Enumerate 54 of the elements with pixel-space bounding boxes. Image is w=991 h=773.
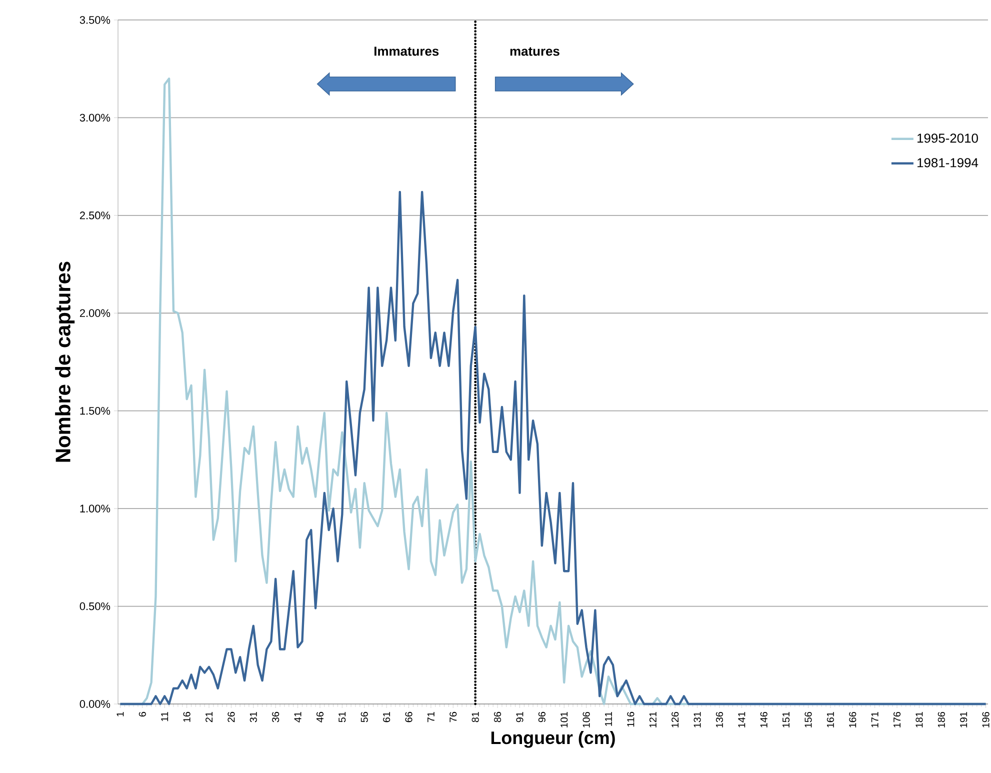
legend-label: 1981-1994 <box>918 158 978 168</box>
x-tick-label: 56 <box>360 712 368 722</box>
y-tick-label: 0.50% <box>80 602 110 610</box>
x-tick-label: 186 <box>938 712 945 728</box>
x-tick-label: 41 <box>294 712 302 722</box>
y-tick-label: 2.00% <box>80 309 110 318</box>
legend-label: 1995-2010 <box>918 134 978 143</box>
x-tick-label: 176 <box>893 712 901 728</box>
x-tick-label: 126 <box>672 712 679 728</box>
x-tick-label: 191 <box>960 712 968 728</box>
x-tick-label: 46 <box>316 712 324 722</box>
x-tick-label: 106 <box>582 712 590 728</box>
x-tick-label: 21 <box>206 712 212 722</box>
x-tick-label: 16 <box>183 712 190 722</box>
y-tick-label: 2.50% <box>80 212 110 220</box>
y-tick-label: 1.00% <box>80 504 110 512</box>
x-axis-title: Longueur (cm) <box>491 730 615 748</box>
x-tick-label: 86 <box>494 712 502 722</box>
y-tick-label: 3.00% <box>80 114 110 122</box>
x-tick-label: 171 <box>871 712 878 728</box>
x-tick-label: 101 <box>560 712 568 728</box>
x-tick-label: 166 <box>849 712 856 728</box>
annotation: matures <box>510 47 560 56</box>
x-tick-label: 11 <box>161 712 168 722</box>
x-tick-label: 151 <box>782 712 790 728</box>
y-tick-label: 3.50% <box>80 16 110 24</box>
x-tick-label: 51 <box>338 712 346 722</box>
x-tick-label: 196 <box>982 712 990 728</box>
x-tick-label: 6 <box>138 712 146 717</box>
x-tick-label: 131 <box>694 712 701 728</box>
x-tick-label: 61 <box>383 712 390 722</box>
x-tick-label: 141 <box>738 712 746 728</box>
x-tick-label: 66 <box>405 712 412 722</box>
x-tick-label: 111 <box>605 712 612 726</box>
x-tick-label: 71 <box>428 712 434 722</box>
y-tick-label: 0.00% <box>80 700 110 708</box>
x-tick-label: 1 <box>116 712 124 716</box>
x-tick-label: 26 <box>228 712 235 722</box>
x-tick-label: 91 <box>516 712 524 722</box>
y-axis-title: Nombre de captures <box>55 262 75 462</box>
x-tick-label: 156 <box>804 712 812 728</box>
x-tick-label: 161 <box>826 712 834 728</box>
x-tick-label: 36 <box>272 712 280 722</box>
x-tick-label: 146 <box>760 712 768 728</box>
x-tick-label: 116 <box>627 712 634 727</box>
x-tick-label: 81 <box>472 712 479 722</box>
x-tick-label: 31 <box>250 712 257 722</box>
x-tick-label: 76 <box>450 712 457 722</box>
x-tick-label: 96 <box>538 712 546 722</box>
y-tick-label: 1.50% <box>80 406 110 415</box>
annotation: Immatures <box>374 46 439 56</box>
x-tick-label: 121 <box>649 712 656 728</box>
x-tick-label: 136 <box>716 712 723 728</box>
x-tick-label: 181 <box>916 712 923 728</box>
